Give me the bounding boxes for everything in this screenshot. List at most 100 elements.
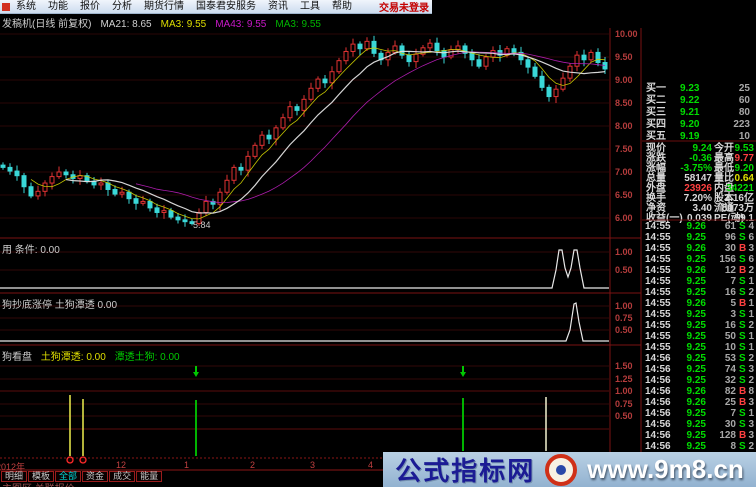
tape-count: 1 [748, 309, 754, 320]
axis-label: 1.00 [615, 301, 633, 311]
tab-成交[interactable]: 成交 [109, 471, 136, 482]
tape-price: 9.26 [686, 386, 706, 397]
axis-label: 0.50 [615, 411, 633, 421]
book-price: 9.19 [680, 131, 700, 142]
info-value: 7.20% [683, 193, 712, 204]
tape-time: 14:55 [645, 254, 671, 265]
info-label: 现价 [646, 143, 666, 154]
tape-count: 6 [748, 232, 754, 243]
date-label: 12 [116, 460, 127, 470]
axis-label: 0.50 [615, 265, 633, 275]
tape-time: 14:55 [645, 342, 671, 353]
book-volume: 60 [738, 95, 750, 106]
tape-time: 14:56 [645, 397, 671, 408]
tape-side: B [739, 298, 747, 309]
tape-side: S [739, 276, 746, 287]
tape-side: S [739, 287, 746, 298]
date-label: 2 [250, 460, 256, 470]
tab-能量[interactable]: 能量 [136, 471, 163, 482]
menu-item-报价[interactable]: 报价 [80, 1, 100, 12]
tape-time: 14:56 [645, 430, 671, 441]
tape-count: 2 [748, 287, 754, 298]
ma-values: MA21: 8.65 MA3: 9.55 MA43: 9.55 MA3: 9.55 [100, 19, 330, 30]
tab-明细[interactable]: 明细 [1, 471, 28, 482]
tape-count: 2 [748, 353, 754, 364]
tab-全部[interactable]: 全部 [55, 471, 82, 482]
book-label: 买三 [646, 107, 666, 118]
axis-label: 10.00 [615, 29, 638, 39]
info-label: 今开 [714, 143, 734, 154]
tape-price: 9.25 [686, 287, 706, 298]
tape-time: 14:55 [645, 331, 671, 342]
tape-volume: 61 [724, 221, 736, 232]
tape-volume: 156 [719, 254, 736, 265]
tape-price: 9.26 [686, 265, 706, 276]
axis-label: 1.25 [615, 374, 633, 384]
tape-price: 9.25 [686, 342, 706, 353]
info-value: -0.36 [689, 153, 712, 164]
tape-price: 9.25 [686, 276, 706, 287]
panel3-value-b: 潭透土狗: 0.00 [114, 352, 180, 363]
tape-volume: 8 [730, 441, 736, 452]
info-label: 外盘 [646, 183, 666, 194]
axis-label: 6.50 [615, 190, 633, 200]
menu-item-工具[interactable]: 工具 [300, 1, 320, 12]
menu-item-功能[interactable]: 功能 [48, 1, 68, 12]
axis-label: 0.75 [615, 399, 633, 409]
tape-count: 8 [748, 386, 754, 397]
ma-value: MA3: 9.55 [275, 19, 321, 30]
tab-资金[interactable]: 资金 [82, 471, 109, 482]
tape-side: S [739, 375, 746, 386]
tape-time: 14:56 [645, 408, 671, 419]
tape-count: 1 [748, 276, 754, 287]
axis-label: 1.00 [615, 247, 633, 257]
instrument-title: 发稿机(日线 前复权) [2, 19, 92, 30]
book-label: 买二 [646, 95, 666, 106]
tape-volume: 7 [730, 408, 736, 419]
axis-label: 7.00 [615, 167, 633, 177]
tape-volume: 30 [724, 243, 736, 254]
tape-time: 14:55 [645, 320, 671, 331]
tape-time: 14:56 [645, 364, 671, 375]
tape-count: 2 [748, 265, 754, 276]
tape-price: 9.25 [686, 364, 706, 375]
tape-side: S [739, 320, 746, 331]
tape-time: 14:55 [645, 265, 671, 276]
tape-side: S [739, 441, 746, 452]
menu-item-国泰君安服务[interactable]: 国泰君安服务 [196, 1, 256, 12]
book-label: 买五 [646, 131, 666, 142]
menu-item-帮助[interactable]: 帮助 [332, 1, 352, 12]
info-value: -3.75% [680, 163, 712, 174]
menu-item-期货行情[interactable]: 期货行情 [144, 1, 184, 12]
tape-volume: 96 [724, 232, 736, 243]
tape-price: 9.25 [686, 309, 706, 320]
tape-side: S [739, 221, 746, 232]
ma-value: MA43: 9.55 [215, 19, 267, 30]
tape-side: B [739, 243, 747, 254]
menu-item-资讯[interactable]: 资讯 [268, 1, 288, 12]
tape-time: 14:55 [645, 287, 671, 298]
status-bar[interactable]: 主图区 关联报价 [2, 480, 75, 487]
tape-time: 14:55 [645, 232, 671, 243]
tape-count: 2 [748, 320, 754, 331]
tab-模板[interactable]: 模板 [28, 471, 55, 482]
tape-time: 14:56 [645, 375, 671, 386]
tape-price: 9.25 [686, 254, 706, 265]
tape-count: 1 [748, 298, 754, 309]
tape-side: S [739, 342, 746, 353]
tape-volume: 82 [724, 386, 736, 397]
tape-volume: 32 [724, 375, 736, 386]
tape-side: S [739, 309, 746, 320]
menu-item-系统[interactable]: 系统 [16, 1, 36, 12]
menu-item-分析[interactable]: 分析 [112, 1, 132, 12]
tape-side: B [739, 386, 747, 397]
trade-login-status[interactable]: 交易未登录 [379, 3, 429, 14]
tape-count: 3 [748, 419, 754, 430]
tape-side: S [739, 353, 746, 364]
watermark-logo-icon [545, 453, 578, 486]
info-label: 净资 [646, 203, 666, 214]
tape-volume: 74 [724, 364, 736, 375]
panel2-label: 狗抄底涨停 土狗潭透 0.00 [2, 300, 118, 311]
info-label: 换手 [646, 193, 666, 204]
